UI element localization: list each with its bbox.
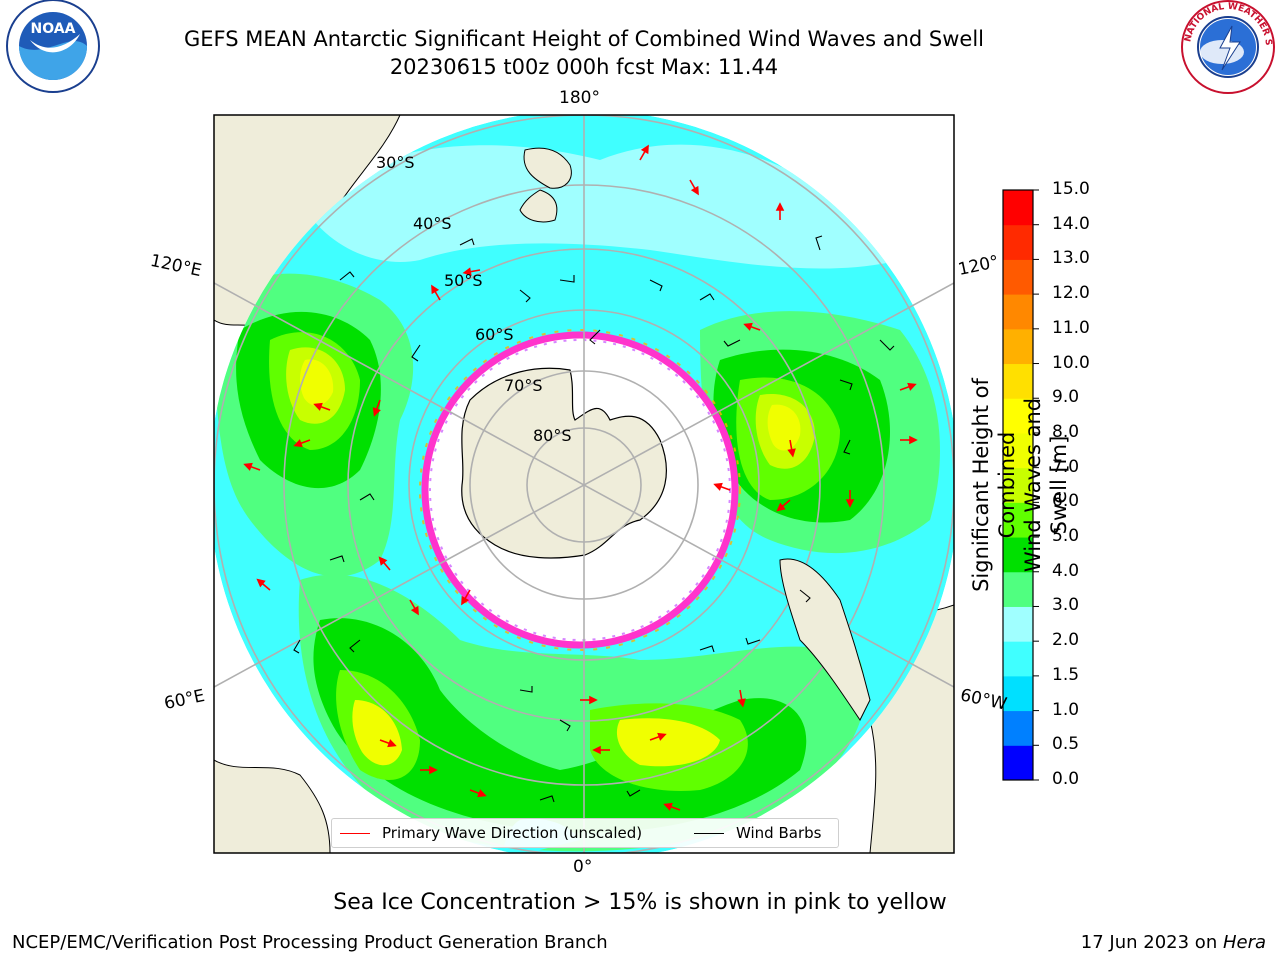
- sea-ice-caption: Sea Ice Concentration > 15% is shown in …: [333, 890, 947, 915]
- map-legend: Primary Wave Direction (unscaled) Wind B…: [331, 818, 839, 848]
- colorbar-label: Significant Height of Combined Wind Wave…: [968, 375, 1072, 595]
- colorbar-segment: [1003, 675, 1033, 712]
- colorbar-segment: [1003, 294, 1033, 330]
- colorbar-tick-label: 7.0: [1052, 456, 1080, 477]
- lon-label-0: 0°: [573, 857, 593, 877]
- nws-logo: NATIONAL WEATHER SERVICE: [0, 0, 1275, 94]
- colorbar-tick-label: 11.0: [1052, 317, 1090, 338]
- colorbar-segment: [1003, 328, 1033, 365]
- colorbar-tick-label: 6.0: [1052, 491, 1080, 512]
- colorbar-segment: [1003, 745, 1033, 781]
- colorbar-segment: [1003, 432, 1033, 469]
- colorbar-tick-label: 9.0: [1052, 387, 1080, 408]
- lat-label-50s: 50°S: [444, 271, 483, 290]
- noaa-logo-text: NOAA: [31, 21, 76, 37]
- lat-label-60s: 60°S: [475, 325, 514, 344]
- colorbar-segment: [1003, 398, 1033, 434]
- lat-label-30s: 30°S: [376, 153, 415, 172]
- legend-barb-label: Wind Barbs: [736, 824, 822, 842]
- svg-text:NATIONAL WEATHER SERVICE: NATIONAL WEATHER SERVICE: [0, 0, 1273, 46]
- lon-label-180: 180°: [559, 88, 600, 108]
- colorbar-segment: [1003, 502, 1033, 538]
- lat-label-70s: 70°S: [504, 376, 543, 395]
- colorbar-segment: [1003, 710, 1033, 746]
- lat-label-80s: 80°S: [533, 426, 572, 445]
- colorbar-tick-label: 13.0: [1052, 248, 1090, 269]
- colorbar-tick-label: 14.0: [1052, 213, 1090, 234]
- map-frame: [213, 114, 955, 854]
- colorbar-tick-label: 5.0: [1052, 526, 1080, 547]
- colorbar-tick-label: 3.0: [1052, 595, 1080, 616]
- colorbar-segment: [1003, 190, 1033, 226]
- legend-wave-swatch: [340, 833, 370, 834]
- wave-direction-arrows: [243, 144, 918, 811]
- colorbar-segment: [1003, 363, 1033, 399]
- legend-wave-label: Primary Wave Direction (unscaled): [382, 824, 643, 842]
- colorbar-tick-label: 4.0: [1052, 560, 1080, 581]
- colorbar-segment: [1003, 259, 1033, 295]
- colorbar-border: [1002, 189, 1034, 781]
- colorbar-segment: [1003, 571, 1033, 607]
- colorbar-tick-label: 1.5: [1052, 664, 1080, 685]
- colorbar-tick-label: 15.0: [1052, 179, 1090, 199]
- chart-subtitle: 20230615 t00z 000h fcst Max: 11.44: [389, 55, 779, 79]
- colorbar: [1002, 189, 1039, 781]
- graticule: [214, 115, 954, 853]
- footer-credit: NCEP/EMC/Verification Post Processing Pr…: [12, 932, 608, 953]
- colorbar-tick-label: 2.0: [1052, 630, 1080, 651]
- colorbar-segment: [1003, 641, 1033, 677]
- footer-host: Hera: [1222, 932, 1266, 953]
- colorbar-tick-label: 0.0: [1052, 769, 1080, 789]
- colorbar-tick-label: 0.5: [1052, 734, 1080, 755]
- legend-wave-direction: Primary Wave Direction (unscaled): [340, 824, 642, 842]
- footer-date-text: 17 Jun 2023 on: [1080, 932, 1223, 953]
- nws-logo-text: NATIONAL WEATHER SERVICE: [0, 0, 1273, 46]
- noaa-logo: NOAA: [6, 0, 100, 93]
- colorbar-segment: [1003, 467, 1033, 503]
- colorbar-tick-label: 12.0: [1052, 283, 1090, 304]
- colorbar-segment: [1003, 224, 1033, 260]
- colorbar-tick-label: 10.0: [1052, 352, 1090, 373]
- footer-date: 17 Jun 2023 on Hera: [1081, 932, 1266, 953]
- colorbar-label-line1: Significant Height of Combined: [969, 378, 1019, 592]
- land-inside: [519, 147, 871, 721]
- colorbar-segment: [1003, 537, 1033, 573]
- colorbar-tick-label: 8.0: [1052, 421, 1080, 442]
- lat-label-40s: 40°S: [413, 214, 452, 233]
- colorbar-label-line2: Wind Waves and Swell [m]: [1021, 397, 1071, 573]
- legend-barb-swatch: [694, 833, 724, 834]
- chart-title: GEFS MEAN Antarctic Significant Height o…: [183, 27, 985, 51]
- wind-barbs: [293, 235, 895, 803]
- antarctica: [461, 367, 667, 559]
- legend-wind-barbs: Wind Barbs: [694, 824, 821, 842]
- colorbar-tick-label: 1.0: [1052, 699, 1080, 720]
- colorbar-segment: [1003, 606, 1033, 642]
